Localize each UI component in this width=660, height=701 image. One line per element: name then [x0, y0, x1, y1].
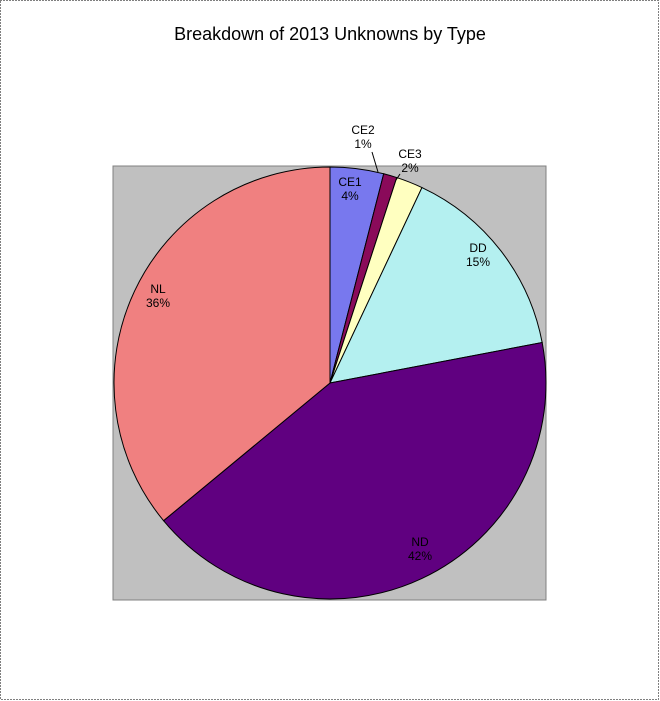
value-label: 42% [408, 549, 432, 563]
leader-line [371, 151, 379, 173]
pie [113, 166, 547, 600]
pie-slice [113, 166, 331, 522]
value-label: 36% [146, 296, 170, 310]
slice-label: CE1 [338, 175, 362, 189]
chart-title: Breakdown of 2013 Unknowns by Type [174, 24, 486, 44]
leader-line [395, 173, 401, 181]
pie-slice [329, 186, 543, 384]
slice-label: CE3 [398, 147, 422, 161]
slice-label: CE2 [351, 123, 375, 137]
value-label: 15% [466, 255, 490, 269]
value-label: 2% [401, 161, 419, 175]
value-label: 1% [354, 137, 372, 151]
pie-slice [162, 341, 547, 600]
slice-label: DD [469, 241, 487, 255]
slice-label: ND [411, 535, 429, 549]
value-label: 4% [341, 189, 359, 203]
slice-label: NL [150, 282, 166, 296]
